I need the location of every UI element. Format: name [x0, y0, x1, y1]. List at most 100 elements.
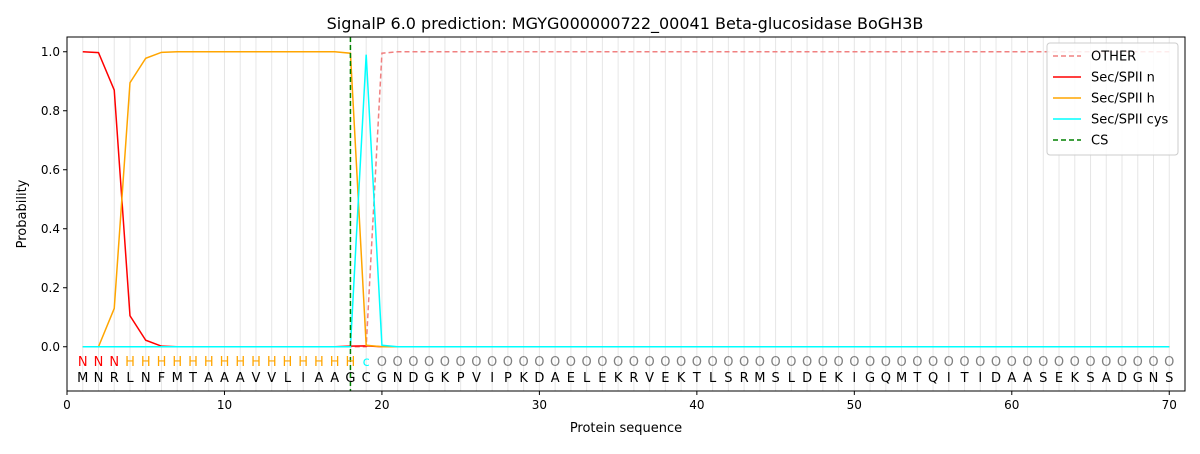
predicted-label: H [283, 355, 293, 370]
predicted-label: N [94, 355, 104, 370]
sequence-residue: I [490, 371, 494, 386]
sequence-residue: A [204, 371, 213, 386]
predicted-label: O [424, 355, 434, 370]
predicted-label: H [125, 355, 135, 370]
predicted-label: O [377, 355, 387, 370]
predicted-label: O [1054, 355, 1064, 370]
series-line-other [82, 51, 1170, 348]
sequence-residue: D [1117, 371, 1127, 386]
predicted-label: H [141, 355, 151, 370]
series-line-sec-spii-h [82, 51, 1170, 348]
legend-label: Sec/SPII n [1091, 71, 1155, 86]
sequence-residue: G [1133, 371, 1143, 386]
sequence-residue: M [896, 371, 907, 386]
predicted-label: O [393, 355, 403, 370]
sequence-residue: I [947, 371, 951, 386]
sequence-residue: I [301, 371, 305, 386]
x-axis-label: Protein sequence [570, 421, 682, 436]
predicted-label: O [1164, 355, 1174, 370]
predicted-label: O [613, 355, 623, 370]
sequence-residue: A [1007, 371, 1016, 386]
sequence-residue: S [1165, 371, 1173, 386]
sequence-residue: K [677, 371, 686, 386]
sequence-residue: Q [928, 371, 938, 386]
sequence-residue: G [424, 371, 434, 386]
sequence-residue: T [692, 371, 701, 386]
sequence-residue: P [504, 371, 512, 386]
series-line-sec-spii-n [82, 51, 1170, 348]
sequence-residue: M [172, 371, 183, 386]
y-tick-label: 0.6 [41, 163, 60, 177]
predicted-label: H [157, 355, 167, 370]
predicted-label: H [172, 355, 182, 370]
predicted-label: O [786, 355, 796, 370]
predicted-label: O [770, 355, 780, 370]
sequence-residue: A [236, 371, 245, 386]
legend-label: Sec/SPII h [1091, 92, 1155, 107]
sequence-residue: Q [881, 371, 891, 386]
predicted-label: O [739, 355, 749, 370]
sequence-residue: T [912, 371, 921, 386]
predicted-label: H [220, 355, 230, 370]
x-tick-label: 60 [1004, 398, 1019, 412]
predicted-label: N [109, 355, 119, 370]
predicted-label: O [959, 355, 969, 370]
sequence-residue: V [645, 371, 654, 386]
predicted-label: O [1117, 355, 1127, 370]
predicted-label: O [503, 355, 513, 370]
sequence-residue: E [1055, 371, 1063, 386]
sequence-residue: F [158, 371, 165, 386]
x-tick-label: 0 [63, 398, 71, 412]
predicted-label: O [928, 355, 938, 370]
predicted-label: H [267, 355, 277, 370]
predicted-label: O [991, 355, 1001, 370]
sequence-residue: I [852, 371, 856, 386]
legend-label: CS [1091, 134, 1108, 149]
predicted-label: O [1101, 355, 1111, 370]
predicted-label: H [251, 355, 261, 370]
sequence-residue: K [519, 371, 528, 386]
sequence-residue: E [598, 371, 606, 386]
sequence-residue: V [267, 371, 276, 386]
predicted-label: O [896, 355, 906, 370]
sequence-residue: T [960, 371, 969, 386]
sequence-residue: D [991, 371, 1001, 386]
sequence-residue: N [141, 371, 151, 386]
sequence-residue: D [408, 371, 418, 386]
sequence-residue: D [802, 371, 812, 386]
predicted-label: O [1022, 355, 1032, 370]
sequence-residue: P [457, 371, 465, 386]
y-tick-label: 0.4 [41, 222, 60, 236]
y-tick-label: 1.0 [41, 45, 60, 59]
predicted-label: H [204, 355, 214, 370]
sequence-residue: G [377, 371, 387, 386]
sequence-residue: L [709, 371, 717, 386]
y-tick-label: 0.2 [41, 281, 60, 295]
predicted-label: H [346, 355, 356, 370]
sequence-residue: M [754, 371, 765, 386]
predicted-label: O [1133, 355, 1143, 370]
sequence-residue: E [819, 371, 827, 386]
plot-frame [66, 36, 1186, 392]
predicted-label: O [519, 355, 529, 370]
legend-box [1046, 42, 1179, 156]
sequence-residue: N [94, 371, 104, 386]
predicted-label: O [1007, 355, 1017, 370]
predicted-label: O [818, 355, 828, 370]
predicted-label: O [975, 355, 985, 370]
sequence-residue: E [567, 371, 575, 386]
sequence-residue: K [834, 371, 843, 386]
predicted-label: O [1038, 355, 1048, 370]
predicted-label: O [1148, 355, 1158, 370]
sequence-residue: G [345, 371, 355, 386]
sequence-residue: A [314, 371, 323, 386]
sequence-label-layer: NMNNNRHLHNHFHMHTHAHAHAHVHVHLHIHAHAHGcCOG… [77, 355, 1174, 386]
legend-label: Sec/SPII cys [1091, 113, 1169, 128]
y-tick-label: 0.0 [41, 340, 60, 354]
sequence-residue: L [126, 371, 134, 386]
predicted-label: H [188, 355, 198, 370]
sequence-residue: N [1149, 371, 1159, 386]
sequence-residue: L [583, 371, 591, 386]
predicted-label: O [692, 355, 702, 370]
